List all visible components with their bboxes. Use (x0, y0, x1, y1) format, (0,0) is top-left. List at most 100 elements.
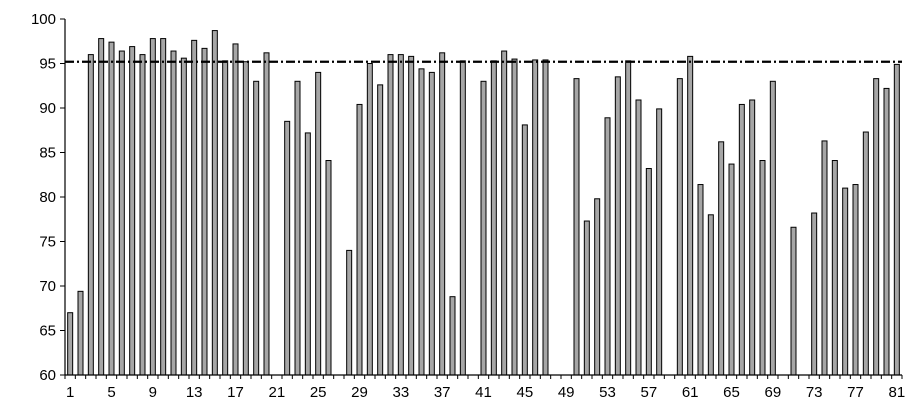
bar-71 (790, 226, 797, 376)
bar-22 (284, 120, 291, 376)
x-tick-label-73: 73 (806, 384, 823, 401)
x-tick-label-65: 65 (723, 384, 740, 401)
bar-58 (656, 108, 663, 376)
bar-19 (253, 80, 260, 376)
y-tick-label-75: 75 (39, 234, 56, 251)
bar-38 (449, 296, 456, 376)
bar-10 (160, 38, 167, 376)
bar-13 (191, 39, 198, 376)
x-tick-label-13: 13 (186, 384, 203, 401)
y-tick-label-95: 95 (39, 56, 56, 73)
x-tick-label-41: 41 (475, 384, 492, 401)
bar-41 (480, 80, 487, 376)
x-tick-label-53: 53 (599, 384, 616, 401)
bar-6 (118, 50, 125, 376)
y-tick-labels: 60 65 70 75 80 85 90 95 100 (31, 11, 56, 384)
bar-29 (356, 103, 363, 376)
bar-74 (821, 140, 828, 376)
bar-7 (129, 46, 136, 376)
bar-23 (294, 80, 301, 376)
bar-31 (377, 84, 384, 376)
bar-76 (842, 187, 849, 376)
bar-26 (325, 160, 332, 376)
y-tick-label-90: 90 (39, 100, 56, 117)
y-tick-label-65: 65 (39, 323, 56, 340)
bar-32 (387, 54, 394, 376)
bar-42 (490, 60, 497, 376)
bar-15 (211, 30, 218, 376)
x-tick-label-33: 33 (392, 384, 409, 401)
bar-52 (594, 198, 601, 376)
bar-77 (852, 184, 859, 376)
bar-51 (583, 220, 590, 376)
bar-25 (315, 71, 322, 376)
bar-34 (408, 55, 415, 376)
bar-75 (831, 160, 838, 376)
bar-55 (625, 60, 632, 376)
bar-62 (697, 184, 704, 376)
y-tick-label-100: 100 (31, 11, 56, 28)
x-tick-label-69: 69 (764, 384, 781, 401)
bar-81 (893, 63, 900, 376)
x-tick-label-21: 21 (268, 384, 285, 401)
bar-63 (707, 214, 714, 376)
bar-30 (366, 63, 373, 376)
bar-33 (397, 54, 404, 376)
y-tick-label-80: 80 (39, 189, 56, 206)
x-tick-label-5: 5 (107, 384, 115, 401)
x-tick-label-57: 57 (640, 384, 657, 401)
x-tick-label-37: 37 (434, 384, 451, 401)
bar-53 (604, 117, 611, 376)
bar-8 (139, 54, 146, 376)
bar-78 (862, 131, 869, 376)
bar-9 (149, 38, 156, 376)
bar-1 (67, 312, 74, 376)
y-tick-label-85: 85 (39, 145, 56, 162)
x-tick-label-61: 61 (682, 384, 699, 401)
bar-28 (346, 249, 353, 376)
x-tick-label-1: 1 (66, 384, 74, 401)
x-tick-label-81: 81 (888, 384, 905, 401)
bar-68 (759, 160, 766, 376)
y-axis-ticks (60, 18, 65, 376)
bar-73 (811, 212, 818, 376)
x-axis-ticks (64, 375, 903, 379)
x-tick-label-49: 49 (558, 384, 575, 401)
y-tick-label-60: 60 (39, 367, 56, 384)
bar-18 (242, 61, 249, 376)
bar-54 (614, 76, 621, 376)
x-tick-label-25: 25 (310, 384, 327, 401)
bar-46 (532, 59, 539, 376)
bar-65 (728, 163, 735, 376)
bar-2 (77, 290, 84, 376)
x-tick-label-45: 45 (516, 384, 533, 401)
bar-66 (738, 103, 745, 376)
bar-44 (511, 58, 518, 376)
bar-35 (418, 68, 425, 376)
bar-4 (98, 38, 105, 376)
bar-56 (635, 99, 642, 376)
bar-60 (676, 78, 683, 376)
bar-39 (459, 60, 466, 376)
bar-69 (769, 80, 776, 376)
bar-37 (439, 52, 446, 376)
bar-47 (542, 59, 549, 376)
bar-80 (883, 87, 890, 376)
bar-79 (873, 78, 880, 376)
x-tick-label-17: 17 (227, 384, 244, 401)
bar-45 (521, 124, 528, 376)
bar-67 (749, 99, 756, 376)
bar-64 (718, 141, 725, 376)
x-tick-labels: 1 5 9 13 17 21 25 29 33 37 41 45 49 53 57 61 65 69 73 77 81 (66, 384, 905, 401)
bar-5 (108, 41, 115, 376)
bar-11 (170, 50, 177, 376)
bar-50 (573, 78, 580, 376)
x-tick-label-29: 29 (351, 384, 368, 401)
bar-17 (232, 43, 239, 376)
bar-12 (180, 57, 187, 376)
x-tick-label-77: 77 (847, 384, 864, 401)
bar-61 (687, 55, 694, 376)
bar-36 (428, 71, 435, 376)
bars (67, 30, 900, 376)
